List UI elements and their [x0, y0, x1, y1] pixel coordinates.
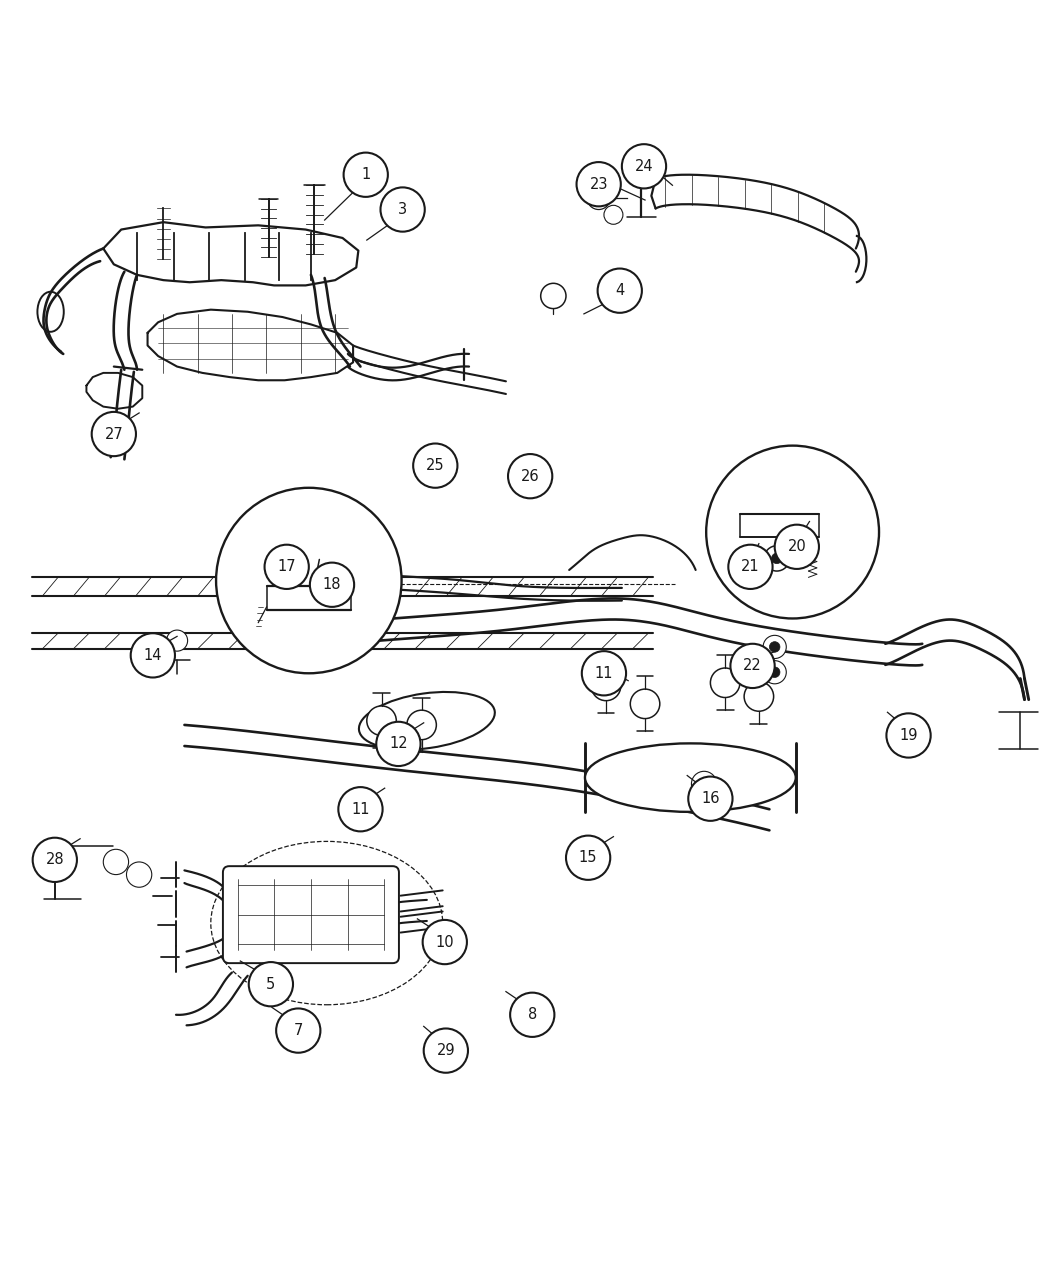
Circle shape — [407, 710, 436, 739]
Text: 1: 1 — [362, 167, 370, 183]
Circle shape — [886, 714, 931, 757]
Circle shape — [566, 835, 610, 880]
Text: 18: 18 — [323, 577, 341, 593]
Text: 14: 14 — [143, 647, 162, 663]
Circle shape — [630, 690, 660, 719]
Text: 11: 11 — [594, 665, 613, 681]
Text: 3: 3 — [398, 202, 407, 217]
Circle shape — [598, 268, 642, 313]
Circle shape — [710, 668, 740, 697]
Circle shape — [126, 862, 152, 888]
Circle shape — [367, 706, 396, 736]
Circle shape — [763, 636, 786, 659]
Text: 16: 16 — [701, 792, 720, 806]
Text: 28: 28 — [45, 852, 64, 867]
Circle shape — [380, 188, 425, 231]
Text: 11: 11 — [351, 802, 370, 817]
Circle shape — [249, 962, 293, 1006]
Text: 24: 24 — [635, 158, 653, 174]
Circle shape — [582, 651, 626, 696]
Text: 5: 5 — [267, 977, 275, 992]
Circle shape — [413, 443, 457, 488]
Circle shape — [508, 455, 552, 498]
Circle shape — [510, 992, 554, 1037]
Circle shape — [376, 722, 421, 766]
Ellipse shape — [585, 743, 796, 812]
Circle shape — [276, 1009, 320, 1052]
Circle shape — [591, 672, 621, 701]
Circle shape — [764, 545, 789, 571]
Text: 4: 4 — [616, 283, 624, 299]
Circle shape — [416, 451, 433, 467]
Text: 19: 19 — [899, 728, 918, 743]
Circle shape — [772, 553, 782, 563]
Circle shape — [33, 838, 77, 882]
Text: 20: 20 — [787, 539, 806, 554]
Circle shape — [744, 682, 774, 711]
Circle shape — [424, 1028, 468, 1073]
Circle shape — [706, 446, 879, 618]
Circle shape — [728, 545, 773, 589]
Text: 21: 21 — [741, 559, 760, 575]
Text: 22: 22 — [743, 659, 762, 673]
Circle shape — [577, 162, 621, 207]
FancyBboxPatch shape — [222, 866, 398, 963]
Text: 23: 23 — [589, 176, 608, 192]
Ellipse shape — [359, 692, 494, 750]
Circle shape — [310, 563, 354, 607]
Circle shape — [622, 144, 666, 189]
Circle shape — [423, 919, 467, 964]
Circle shape — [338, 787, 383, 831]
Circle shape — [216, 488, 402, 673]
Circle shape — [131, 633, 175, 678]
Text: 10: 10 — [435, 935, 454, 950]
Circle shape — [265, 545, 309, 589]
Text: 29: 29 — [436, 1043, 455, 1059]
Text: 25: 25 — [426, 458, 445, 474]
Circle shape — [511, 461, 528, 479]
Text: 8: 8 — [528, 1008, 536, 1023]
Circle shape — [763, 660, 786, 683]
Text: 7: 7 — [294, 1023, 302, 1038]
Text: 27: 27 — [104, 427, 123, 442]
Circle shape — [730, 644, 775, 688]
Circle shape — [769, 641, 780, 653]
Circle shape — [92, 412, 136, 456]
Text: 26: 26 — [521, 469, 540, 484]
Circle shape — [769, 667, 780, 678]
Circle shape — [103, 849, 129, 875]
Circle shape — [167, 630, 188, 651]
Text: 12: 12 — [389, 737, 408, 751]
Circle shape — [691, 771, 717, 797]
Circle shape — [344, 153, 388, 197]
Circle shape — [775, 525, 819, 570]
Text: 15: 15 — [579, 850, 598, 866]
Text: 17: 17 — [277, 559, 296, 575]
Circle shape — [688, 776, 733, 821]
